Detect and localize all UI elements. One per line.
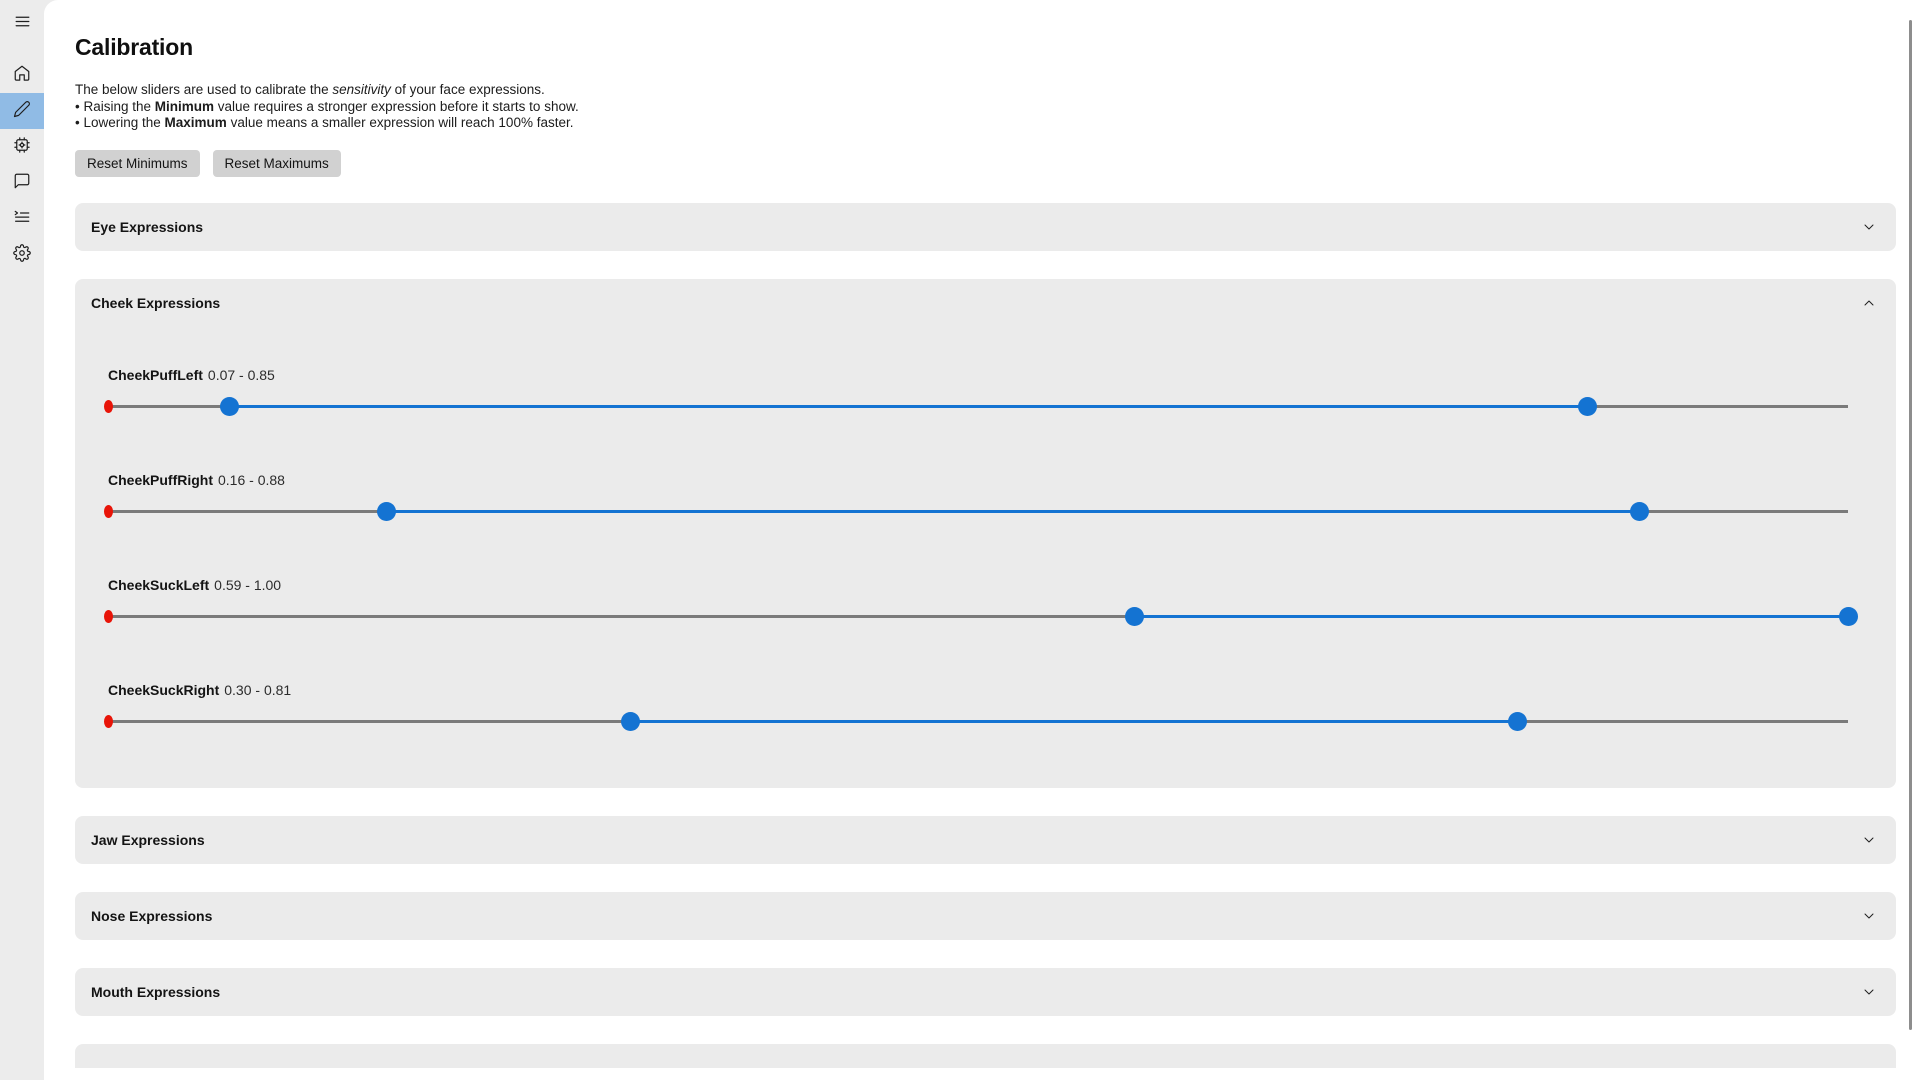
home-icon: [13, 64, 31, 87]
range-slider: [104, 712, 1848, 732]
sidebar-item-tracking[interactable]: [0, 129, 44, 165]
main-panel: Calibration The below sliders are used t…: [44, 0, 1920, 1080]
slider-handle-min[interactable]: [1125, 607, 1145, 627]
section-title: Nose Expressions: [91, 907, 213, 924]
chip-icon: [13, 136, 31, 159]
section-jaw-expressions: Jaw Expressions: [75, 815, 1896, 864]
section-title: Cheek Expressions: [91, 294, 221, 311]
slider-handle-max[interactable]: [1577, 397, 1597, 417]
slider-label: CheekSuckRight 0.30 - 0.81: [108, 681, 292, 698]
sidebar: [0, 0, 44, 1080]
section-eye-expressions: Eye Expressions: [75, 202, 1896, 251]
slider-label: CheekPuffLeft 0.07 - 0.85: [108, 366, 275, 383]
slider-row-cheeksuckleft: CheekSuckLeft 0.59 - 1.00: [104, 576, 1858, 627]
chevron-down-icon: [1861, 908, 1877, 924]
section-nose-expressions: Nose Expressions: [75, 891, 1896, 940]
section-header-nose[interactable]: Nose Expressions: [75, 892, 1896, 940]
slider-track[interactable]: [108, 615, 1848, 619]
slider-label: CheekSuckLeft 0.59 - 1.00: [108, 576, 282, 593]
slider-origin-dot: [104, 400, 113, 414]
slider-label: CheekPuffRight 0.16 - 0.88: [108, 471, 285, 488]
intro-bullet-minimum: • Raising the Minimum value requires a s…: [75, 98, 579, 114]
sidebar-item-messages[interactable]: [0, 165, 44, 201]
section-header-jaw[interactable]: Jaw Expressions: [75, 816, 1896, 864]
reset-maximums-button[interactable]: Reset Maximums: [212, 149, 341, 177]
slider-handle-max[interactable]: [1838, 607, 1858, 627]
chevron-up-icon: [1861, 295, 1877, 311]
section-header-cheek[interactable]: Cheek Expressions: [75, 279, 1896, 327]
chat-bubble-icon: [13, 172, 31, 195]
intro-text: The below sliders are used to calibrate …: [75, 82, 1896, 132]
section-header-eye[interactable]: Eye Expressions: [75, 203, 1896, 251]
accordion-list: Eye Expressions Cheek Expressions CheekP…: [75, 202, 1896, 1068]
intro-bullet-maximum: • Lowering the Maximum value means a sma…: [75, 115, 574, 131]
chevron-down-icon: [1861, 219, 1877, 235]
pencil-icon: [13, 100, 31, 123]
slider-handle-min[interactable]: [220, 397, 240, 417]
sidebar-item-log[interactable]: [0, 201, 44, 237]
section-partial-cutoff[interactable]: [75, 1043, 1896, 1068]
hamburger-icon: [14, 13, 31, 35]
sidebar-item-settings[interactable]: [0, 237, 44, 273]
slider-row-cheeksuckright: CheekSuckRight 0.30 - 0.81: [104, 681, 1848, 732]
chevron-down-icon: [1861, 832, 1877, 848]
section-header-mouth[interactable]: Mouth Expressions: [75, 968, 1896, 1016]
section-title: Jaw Expressions: [91, 831, 205, 848]
slider-handle-min[interactable]: [376, 502, 396, 522]
page-title: Calibration: [75, 34, 193, 60]
chevron-down-icon: [1861, 984, 1877, 1000]
slider-range-fill: [1134, 615, 1848, 619]
vertical-scrollbar-thumb[interactable]: [1909, 20, 1912, 1030]
gear-icon: [13, 243, 31, 267]
cheek-sliders: CheekPuffLeft 0.07 - 0.85 CheekPuffRight 0…: [75, 327, 1896, 788]
slider-range-fill: [630, 720, 1518, 724]
intro-line: The below sliders are used to calibrate …: [75, 82, 545, 97]
slider-row-cheekpuffright: CheekPuffRight 0.16 - 0.88: [104, 471, 1848, 522]
list-icon: [13, 208, 31, 231]
slider-origin-dot: [104, 610, 113, 624]
slider-range-fill: [386, 510, 1640, 514]
section-mouth-expressions: Mouth Expressions: [75, 967, 1896, 1016]
slider-origin-dot: [104, 505, 113, 519]
slider-origin-dot: [104, 715, 113, 729]
section-cheek-expressions: Cheek Expressions CheekPuffLeft 0.07 - 0.…: [75, 278, 1896, 788]
slider-range-fill: [229, 405, 1587, 409]
slider-handle-min[interactable]: [620, 712, 640, 732]
range-slider: [104, 607, 1858, 627]
reset-minimums-button[interactable]: Reset Minimums: [75, 149, 200, 177]
range-slider: [104, 502, 1848, 522]
sidebar-item-home[interactable]: [0, 57, 44, 93]
sidebar-item-calibration[interactable]: [0, 93, 44, 129]
slider-handle-max[interactable]: [1507, 712, 1527, 732]
section-title: Mouth Expressions: [91, 983, 221, 1000]
hamburger-menu-button[interactable]: [0, 6, 44, 42]
slider-handle-max[interactable]: [1629, 502, 1649, 522]
range-slider: [104, 397, 1848, 417]
slider-row-cheekpuffleft: CheekPuffLeft 0.07 - 0.85: [104, 366, 1848, 417]
reset-buttons-row: Reset Minimums Reset Maximums: [75, 149, 1896, 177]
section-title: Eye Expressions: [91, 218, 204, 235]
